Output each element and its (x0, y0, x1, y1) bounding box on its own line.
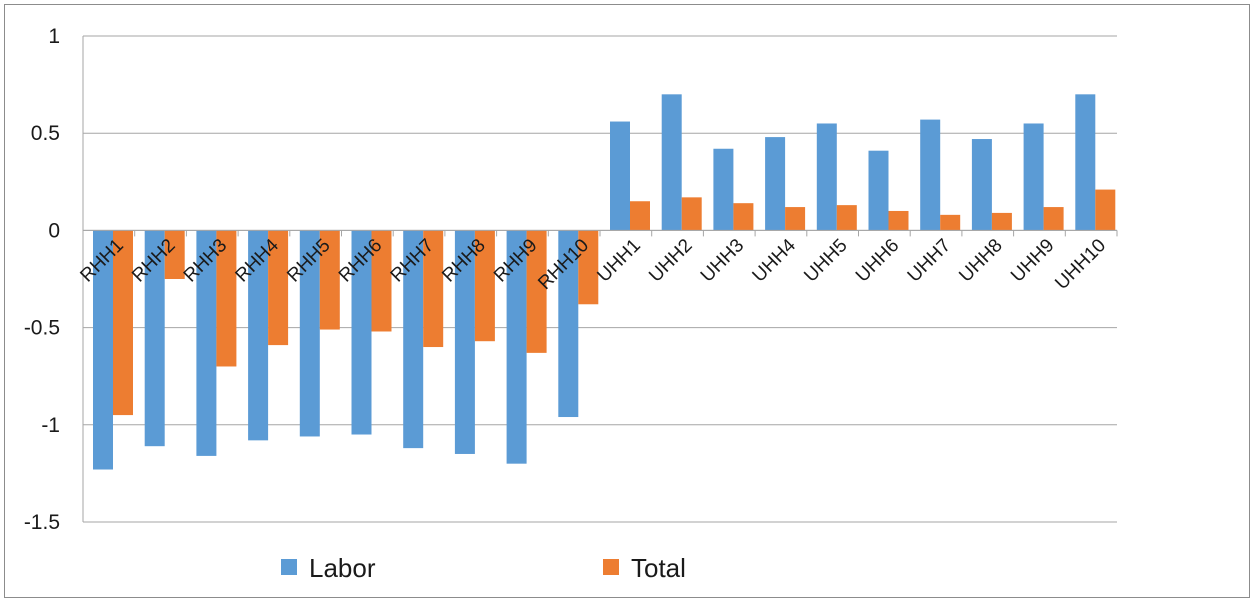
bar-total (1095, 189, 1116, 231)
bar-total (630, 201, 650, 231)
bar-total (991, 212, 1012, 231)
bar-total (371, 230, 392, 332)
x-tick-label: UHH4 (749, 235, 801, 287)
bar-labor (661, 94, 682, 231)
legend-swatch-total (603, 559, 619, 575)
bar-total (474, 230, 495, 342)
bar-labor (248, 230, 269, 441)
x-tick-label: UHH8 (955, 235, 1006, 286)
bar-labor (93, 230, 113, 470)
bar-total (216, 230, 237, 367)
x-tick-label: UHH2 (645, 235, 696, 286)
y-tick-label: -1 (41, 414, 60, 437)
bar-total (578, 230, 599, 305)
y-tick-label: 0 (48, 219, 60, 242)
bar-labor (1075, 94, 1096, 231)
bar-total (940, 214, 961, 231)
bar-total (1043, 207, 1064, 231)
bar-total (526, 230, 547, 353)
y-tick-label: 1 (48, 25, 60, 48)
bar-labor (765, 137, 786, 231)
bar-total (785, 207, 806, 231)
bar-labor (868, 150, 889, 231)
legend-swatch-labor (281, 559, 297, 575)
x-tick-label: UHH10 (1051, 235, 1110, 294)
bar-labor (403, 230, 424, 449)
bar-labor (144, 230, 165, 447)
bar-labor (506, 230, 527, 464)
bar-total (836, 205, 857, 231)
bar-labor (299, 230, 320, 437)
x-tick-label: UHH1 (593, 235, 644, 286)
chart-frame: 1 0.5 0 -0.5 -1 -1.5 RHH1 RHH2 RHH3 RHH4 RHH5 RHH6 R… (4, 4, 1250, 598)
bar-total (888, 210, 909, 231)
bar-labor (920, 119, 941, 231)
bar-labor (1023, 123, 1044, 231)
bar-labor (558, 230, 579, 418)
bar-total (164, 230, 185, 279)
bar-labor (454, 230, 475, 454)
bar-total (423, 230, 444, 348)
bar-labor (196, 230, 217, 456)
bar-total (113, 230, 133, 416)
legend-label-labor: Labor (309, 553, 376, 583)
y-tick-label: -0.5 (24, 317, 60, 340)
x-tick-label: UHH5 (800, 235, 851, 286)
x-tick-label: UHH3 (697, 235, 748, 286)
bar-total (268, 230, 289, 346)
y-tick-label: 0.5 (31, 122, 60, 145)
bar-total (319, 230, 340, 330)
x-tick-label: UHH7 (904, 235, 955, 286)
bar-labor (816, 123, 837, 231)
bar-total (733, 203, 754, 231)
legend-label-total: Total (631, 553, 686, 583)
bar-labor (610, 121, 630, 231)
bar-labor (351, 230, 372, 435)
bar-labor (971, 139, 992, 231)
y-tick-label: -1.5 (24, 511, 60, 534)
x-tick-label: UHH6 (852, 235, 903, 286)
bar-labor (713, 148, 734, 231)
bar-total (681, 197, 702, 231)
